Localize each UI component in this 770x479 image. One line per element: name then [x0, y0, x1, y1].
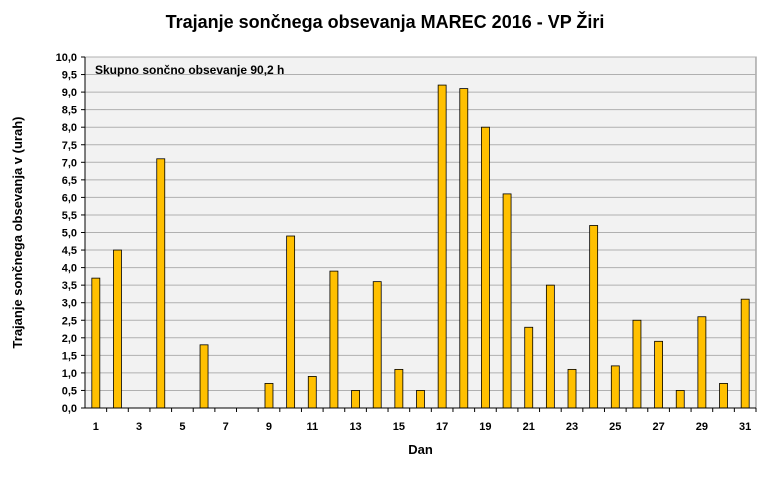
bar-day-29: [697, 316, 707, 409]
bar-day-17: [437, 84, 447, 409]
y-tick-label: 2,0: [62, 333, 77, 345]
bar-day-28: [675, 390, 685, 409]
x-axis-label: Dan: [408, 442, 433, 457]
y-tick-label: 9,5: [62, 70, 77, 82]
bar-day-15: [394, 368, 404, 409]
bar-day-27: [654, 340, 663, 409]
x-tick-label: 13: [349, 421, 361, 433]
x-tick-labels: 1 3 5 7 9 11 13 15 17 19 21 23 25 27 29 31: [93, 421, 752, 433]
bar-day-19: [481, 126, 490, 409]
x-tick-label: 11: [306, 421, 318, 433]
x-tick-label: 9: [266, 421, 272, 433]
bar-day-25: [610, 365, 620, 409]
x-tick-label: 3: [136, 421, 142, 433]
y-tick-label: 10,0: [56, 52, 77, 64]
bar-day-31: [740, 298, 750, 409]
y-tick-label: 0,5: [62, 385, 77, 397]
y-tick-label: 4,5: [62, 245, 77, 257]
x-tick-label: 21: [523, 421, 535, 433]
y-axis-label: Trajanje sončnega obsevanja v (urah): [10, 117, 25, 349]
x-tick-label: 1: [93, 421, 99, 433]
y-tick-label: 6,5: [62, 175, 77, 187]
bar-day-23: [567, 368, 577, 409]
x-tick-label: 27: [652, 421, 664, 433]
x-tick-label: 17: [436, 421, 448, 433]
bar-day-11: [307, 376, 317, 409]
bar-day-1: [91, 277, 101, 409]
bar-day-24: [589, 225, 599, 409]
y-tick-label: 7,5: [62, 140, 77, 152]
bar-day-30: [719, 383, 728, 409]
bar-day-21: [524, 326, 534, 409]
bar-day-22: [545, 284, 555, 409]
bar-day-18: [459, 88, 469, 409]
y-tick-label: 4,0: [62, 263, 77, 275]
gridlines: [85, 56, 756, 391]
x-tick-label: 29: [696, 421, 708, 433]
bar-day-6: [199, 344, 209, 409]
x-tick-label: 5: [179, 421, 185, 433]
x-tick-label: 31: [739, 421, 751, 433]
y-tick-label: 7,0: [62, 157, 77, 169]
x-tick-label: 15: [393, 421, 405, 433]
y-tick-label: 1,5: [62, 350, 77, 362]
y-tick-label: 8,0: [62, 122, 77, 134]
y-tick-label: 8,5: [62, 105, 77, 117]
y-tick-label: 2,5: [62, 315, 77, 327]
bar-day-10: [286, 235, 296, 409]
bar-day-20: [502, 193, 512, 409]
x-tick-label: 7: [223, 421, 229, 433]
y-tick-label: 9,0: [62, 87, 77, 99]
total-annotation: Skupno sončno obsevanje 90,2 h: [95, 63, 284, 77]
x-tick-label: 23: [566, 421, 578, 433]
y-tick-label: 5,5: [62, 210, 77, 222]
x-tick-label: 25: [609, 421, 621, 433]
y-tick-label: 5,0: [62, 228, 77, 240]
bar-day-9: [264, 383, 274, 409]
y-tick-label: 0,0: [62, 403, 77, 415]
y-tick-label: 3,5: [62, 280, 77, 292]
x-tick-label: 19: [479, 421, 491, 433]
bar-day-2: [113, 249, 122, 409]
bar-day-12: [329, 270, 339, 409]
bar-day-4: [156, 158, 166, 409]
bar-day-16: [416, 390, 425, 409]
chart-title: Trajanje sončnega obsevanja MAREC 2016 -…: [165, 12, 605, 32]
y-tick-labels: 0,0 0,5 1,0 1,5 2,0 2,5 3,0 3,5 4,0 4,5 5,0 5,5 6,0 6…: [56, 52, 77, 415]
y-tick-label: 3,0: [62, 298, 77, 310]
y-tick-label: 6,0: [62, 192, 77, 204]
bar-day-13: [351, 390, 360, 409]
y-tick-label: 1,0: [62, 368, 77, 380]
bars: [91, 84, 750, 409]
bar-day-26: [632, 319, 642, 409]
axes: [81, 56, 757, 412]
bar-day-14: [372, 281, 382, 409]
